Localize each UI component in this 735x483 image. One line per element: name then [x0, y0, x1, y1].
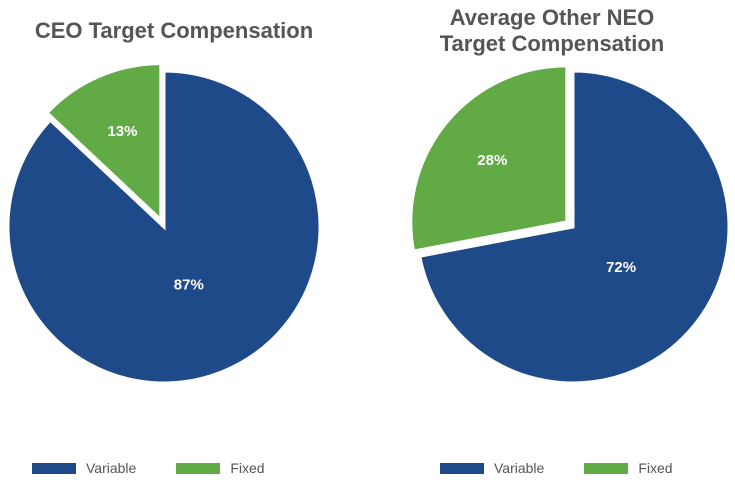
legend-label-variable: Variable	[494, 460, 545, 476]
ceo-compensation-chart: CEO Target Compensation 87% 13% Variable …	[6, 18, 322, 477]
neo-pie-chart: 72% 28%	[409, 64, 731, 385]
legend-item-variable: Variable	[440, 460, 544, 476]
neo-compensation-chart: Average Other NEO Target Compensation 72…	[368, 0, 735, 483]
legend-item-variable: Variable	[32, 460, 136, 476]
legend-swatch-variable	[32, 462, 76, 474]
data-label-variable: 87%	[174, 276, 204, 293]
legend-swatch-fixed	[176, 462, 221, 474]
pie-slice-fixed	[44, 62, 163, 224]
chart-title: Average Other NEO Target Compensation	[439, 5, 665, 56]
pie-slice-fixed	[409, 64, 569, 253]
pie-slice-variable	[6, 69, 322, 385]
legend-swatch-fixed	[584, 462, 629, 474]
legend-label-fixed: Fixed	[230, 460, 265, 476]
chart-title: CEO Target Compensation	[34, 18, 314, 43]
chart-legend: Variable Fixed	[32, 459, 305, 477]
pie-slice-variable	[418, 69, 731, 385]
legend-label-fixed: Fixed	[638, 460, 673, 476]
legend-item-fixed: Fixed	[584, 460, 673, 476]
data-label-variable: 72%	[606, 259, 636, 276]
legend-item-fixed: Fixed	[176, 460, 265, 476]
legend-label-variable: Variable	[86, 460, 137, 476]
legend-swatch-variable	[440, 462, 484, 474]
data-label-fixed: 28%	[477, 152, 507, 169]
ceo-pie-chart: 87% 13%	[6, 62, 322, 385]
chart-legend: Variable Fixed	[440, 459, 713, 477]
data-label-fixed: 13%	[107, 123, 137, 140]
